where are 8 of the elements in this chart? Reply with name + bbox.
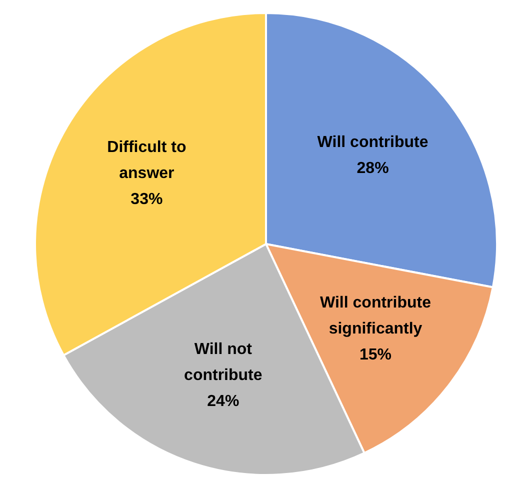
- data-label: 28%: [356, 160, 389, 178]
- slice-label: Will not contribute: [184, 341, 262, 384]
- data-label: 33%: [130, 190, 163, 208]
- data-label: 24%: [207, 393, 240, 410]
- slice-label: Will contribute: [317, 134, 428, 152]
- slice-label: Will contribute significantly: [320, 294, 432, 338]
- data-label: 15%: [360, 346, 392, 364]
- slice-label: Difficult to answer: [107, 138, 186, 182]
